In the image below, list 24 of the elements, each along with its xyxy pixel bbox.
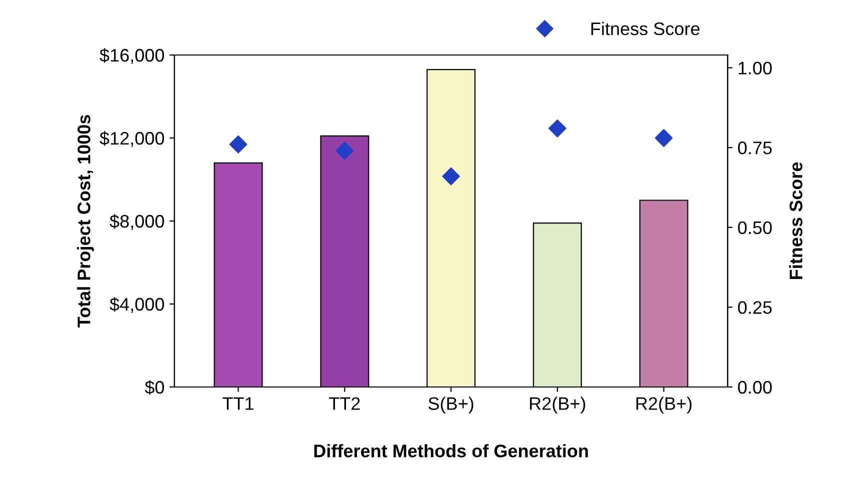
point (336, 142, 354, 160)
point (442, 167, 460, 186)
x-tick-label: S(B+) (428, 396, 474, 414)
y-tick-label: $8,000 (110, 214, 164, 230)
y2-axis-title: Fitness Score (789, 162, 802, 279)
y-tick-label: $12,000 (100, 131, 164, 147)
point (548, 120, 566, 138)
y-tick-label: $4,000 (110, 297, 164, 313)
y-tick-label: $16,000 (100, 48, 164, 64)
y-axis-title: Total Project Cost, 1000s (77, 115, 94, 328)
y2-tick-label: 0.00 (738, 380, 772, 394)
x-tick-label: R2(B+) (530, 396, 586, 414)
point (229, 135, 248, 154)
x-tick-label: R2(B+) (636, 396, 692, 414)
y-tick-label: $0 (144, 380, 164, 395)
y2-tick-label: 0.75 (738, 142, 772, 154)
y2-tick-label: 1.00 (738, 62, 772, 74)
y2-tick-label: 0.50 (738, 221, 772, 234)
y2-tick-label: 0.25 (738, 301, 772, 314)
x-axis-title: Different Methods of Generation (314, 444, 588, 458)
x-tick-label: TT2 (329, 397, 360, 410)
legend-label: Fitness Score (591, 22, 700, 36)
x-tick-label: TT1 (222, 397, 254, 410)
point (654, 129, 673, 147)
